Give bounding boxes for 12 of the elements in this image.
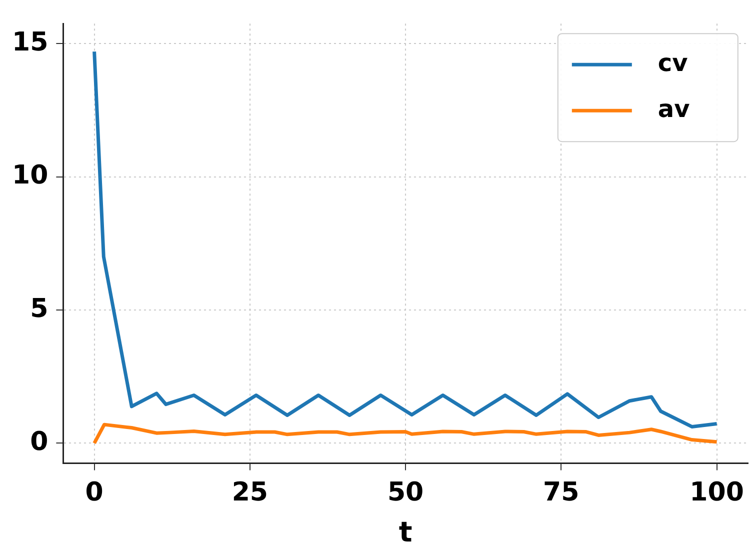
legend-label: cv xyxy=(658,48,688,77)
y-tick-label: 15 xyxy=(12,27,48,58)
legend-label: av xyxy=(658,94,690,123)
x-tick-label: 25 xyxy=(232,478,268,508)
x-tick-label: 0 xyxy=(85,478,104,508)
y-tick-label: 5 xyxy=(30,294,48,324)
x-tick-label: 50 xyxy=(387,478,424,508)
y-tick-label: 10 xyxy=(12,160,48,191)
x-tick-label: 100 xyxy=(690,478,744,508)
x-axis-title: t xyxy=(398,515,412,548)
x-tick-label: 75 xyxy=(543,478,580,508)
y-tick-label: 0 xyxy=(30,426,48,457)
